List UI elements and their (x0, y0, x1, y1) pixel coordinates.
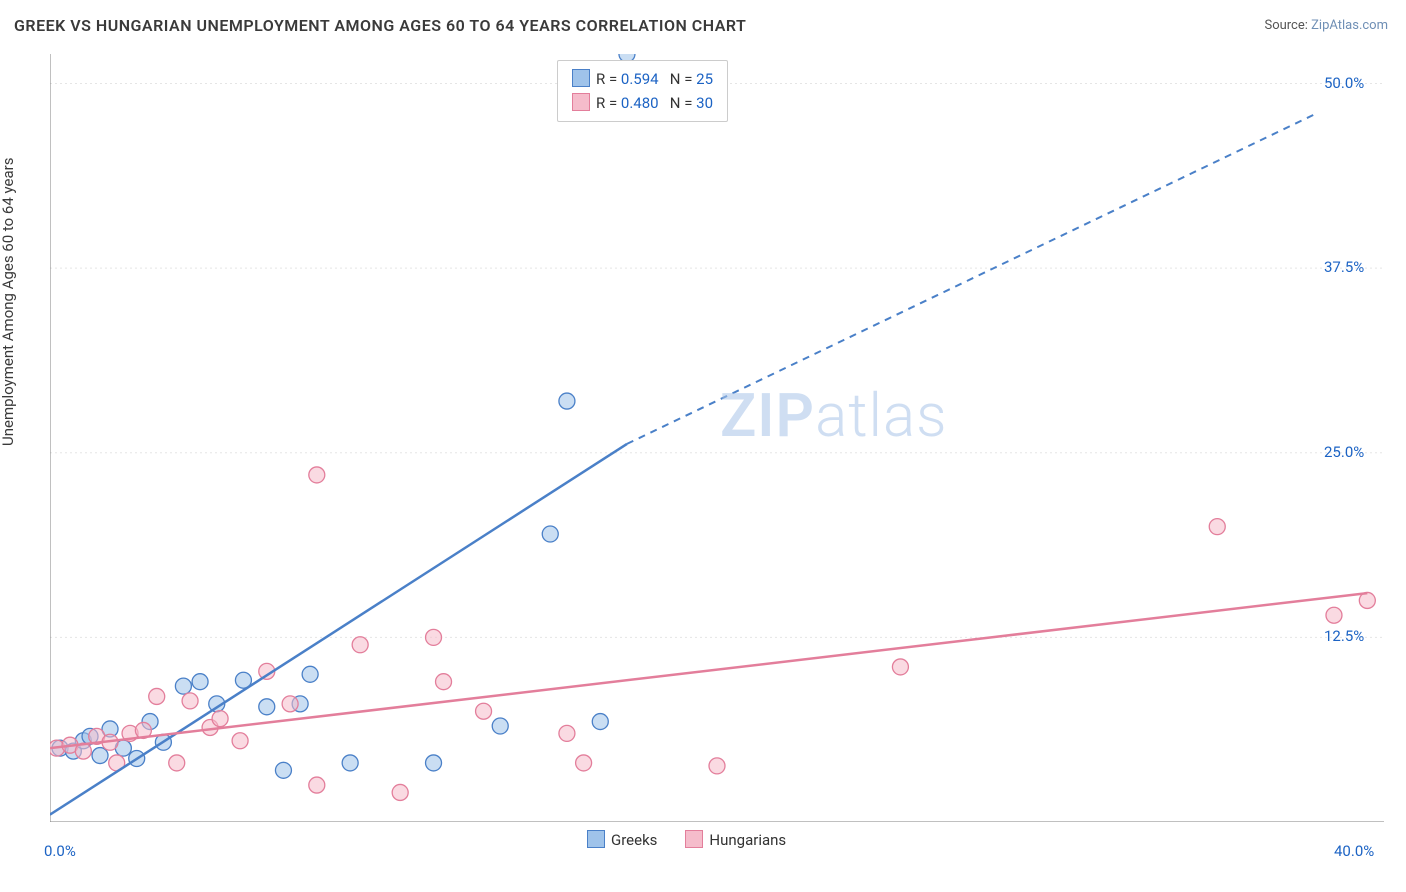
scatter-point (149, 688, 165, 704)
legend-item: Hungarians (685, 831, 786, 849)
scatter-point (436, 674, 452, 690)
stat-row: R = 0.480 N = 30 (572, 91, 713, 115)
watermark-light: atlas (815, 380, 948, 451)
y-tick-label: 25.0% (1324, 443, 1364, 461)
scatter-point (309, 467, 325, 483)
legend-swatch (587, 830, 605, 848)
scatter-point (182, 693, 198, 709)
scatter-point (259, 699, 275, 715)
scatter-point (282, 696, 298, 712)
trend-line (50, 444, 627, 815)
x-axis-origin-label: 0.0% (44, 842, 76, 860)
scatter-point (476, 703, 492, 719)
legend-swatch (572, 93, 590, 111)
y-tick-label: 50.0% (1324, 74, 1364, 92)
scatter-point (212, 711, 228, 727)
trend-line (50, 593, 1367, 748)
scatter-point (352, 637, 368, 653)
scatter-point (559, 725, 575, 741)
scatter-point (559, 393, 575, 409)
y-tick-label: 12.5% (1324, 627, 1364, 645)
scatter-point (232, 733, 248, 749)
scatter-point (1326, 607, 1342, 623)
legend-item: Greeks (587, 831, 657, 849)
x-axis-max-label: 40.0% (1334, 842, 1374, 860)
watermark-bold: ZIP (720, 380, 815, 451)
scatter-point (169, 755, 185, 771)
scatter-point (892, 659, 908, 675)
scatter-point (392, 784, 408, 800)
scatter-point (1209, 519, 1225, 535)
scatter-point (275, 762, 291, 778)
source-link[interactable]: ZipAtlas.com (1311, 18, 1388, 33)
watermark: ZIPatlas (720, 380, 948, 451)
scatter-point (309, 777, 325, 793)
stat-row: R = 0.594 N = 25 (572, 67, 713, 91)
correlation-chart (50, 54, 1384, 822)
scatter-point (175, 678, 191, 694)
scatter-point (592, 714, 608, 730)
scatter-point (192, 674, 208, 690)
y-tick-label: 37.5% (1324, 258, 1364, 276)
legend-swatch (572, 69, 590, 87)
scatter-point (709, 758, 725, 774)
scatter-point (492, 718, 508, 734)
scatter-point (542, 526, 558, 542)
source-attribution: Source: ZipAtlas.com (1264, 18, 1388, 33)
series-legend: Greeks Hungarians (587, 830, 814, 849)
stats-legend-box: R = 0.594 N = 25R = 0.480 N = 30 (557, 60, 728, 122)
scatter-point (92, 748, 108, 764)
page-title: GREEK VS HUNGARIAN UNEMPLOYMENT AMONG AG… (14, 16, 746, 35)
y-axis-label: Unemployment Among Ages 60 to 64 years (0, 158, 17, 446)
source-prefix: Source: (1264, 18, 1311, 33)
legend-swatch (685, 830, 703, 848)
scatter-point (576, 755, 592, 771)
scatter-point (342, 755, 358, 771)
scatter-point (426, 629, 442, 645)
scatter-point (426, 755, 442, 771)
scatter-point (302, 666, 318, 682)
